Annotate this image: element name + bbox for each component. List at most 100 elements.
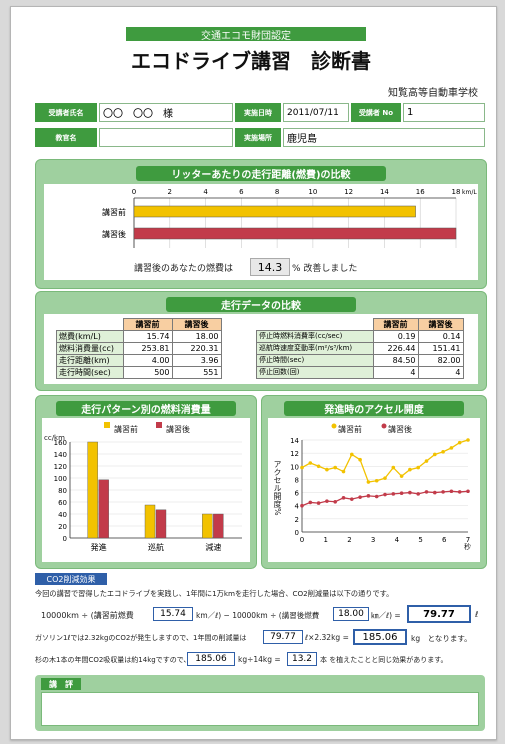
category-label: 講習後 bbox=[102, 229, 126, 239]
series-point bbox=[408, 490, 412, 495]
after-value: 3.96 bbox=[171, 354, 222, 367]
before-fuel-box: 15.74 bbox=[153, 607, 193, 621]
date-label: 実施日時 bbox=[235, 103, 281, 122]
x-tick-label: 14 bbox=[380, 188, 389, 196]
legend-swatch-after bbox=[156, 422, 162, 428]
series-point bbox=[383, 492, 387, 497]
improvement-suffix: % 改善しました bbox=[292, 264, 358, 274]
before-value: 4.00 bbox=[122, 354, 173, 367]
x-tick-label: 0 bbox=[300, 536, 304, 544]
row-label: 巡航時速度変動率(m²/s³/km) bbox=[256, 342, 374, 355]
table-corner bbox=[257, 319, 374, 331]
series-point bbox=[325, 467, 329, 472]
col-before: 講習前 bbox=[372, 318, 419, 331]
school-name: 知覧高等自動車学校 bbox=[388, 88, 478, 99]
before-value: 0.19 bbox=[372, 330, 419, 343]
series-point bbox=[350, 497, 354, 501]
series-point bbox=[333, 499, 337, 504]
before-value: 4 bbox=[372, 366, 419, 379]
x-tick-label: 8 bbox=[275, 188, 279, 196]
date-value: 2011/07/11 bbox=[283, 103, 349, 122]
fuel-pattern-chart: 0 20 40 60 80 100 120 140 160 発進 巡航 減速 bbox=[54, 422, 242, 552]
series-point bbox=[416, 492, 420, 496]
pattern-legend-before: 講習前 bbox=[114, 425, 138, 434]
row-label: 停止回数(回) bbox=[256, 366, 374, 379]
table-row: 走行時間(sec) 500 551 bbox=[56, 366, 222, 379]
trainee-value: 〇〇 〇〇 様 bbox=[99, 103, 233, 122]
place-label: 実施場所 bbox=[235, 128, 281, 147]
y-tick-label: 2 bbox=[295, 516, 299, 524]
table-row: 燃費(km/L) 15.74 18.00 bbox=[56, 330, 222, 343]
fuel-bar bbox=[133, 205, 416, 218]
table-corner bbox=[57, 319, 124, 331]
saved-liters-box-2: 79.77 bbox=[263, 630, 303, 644]
comment-section: 講 評 bbox=[35, 675, 485, 731]
co2-line4-a: 杉の木1本の年間CO2吸収量は約14kgですので、 bbox=[35, 656, 191, 664]
co2-tag-text: CO2削減効果 bbox=[46, 574, 96, 584]
x-tick-label: 0 bbox=[132, 188, 136, 196]
series-point bbox=[457, 440, 462, 445]
x-tick-label: 5 bbox=[418, 536, 422, 544]
pattern-bar bbox=[213, 513, 224, 539]
y-tick-label: 0 bbox=[63, 535, 67, 543]
series-line bbox=[301, 439, 469, 483]
y-tick-label: 60 bbox=[58, 499, 67, 507]
series-point bbox=[374, 494, 379, 499]
series-point bbox=[424, 459, 429, 463]
fuel-pattern-panel: 走行パターン別の燃料消費量 0 20 40 60 80 100 120 140 160 発進 巡航 減… bbox=[35, 395, 257, 569]
series-point bbox=[358, 457, 362, 462]
info-section: 受講者氏名 〇〇 〇〇 様 実施日時 2011/07/11 受講者 No 1 教… bbox=[35, 103, 485, 149]
table-row: 巡航時速度変動率(m²/s³/km) 226.44 151.41 bbox=[256, 342, 464, 355]
driving-table-left: 講習前 講習後 燃費(km/L) 15.74 18.00 燃料消費量(cc) 253.8… bbox=[56, 318, 222, 379]
improvement-prefix: 講習後のあなたの燃費は bbox=[134, 264, 234, 274]
row-label: 燃料消費量(cc) bbox=[56, 342, 124, 355]
series-point bbox=[308, 461, 313, 465]
x-category-label: 発進 bbox=[91, 543, 107, 552]
y-tick-label: 120 bbox=[54, 463, 67, 471]
pattern-bar bbox=[87, 441, 98, 539]
x-category-label: 巡航 bbox=[148, 542, 164, 552]
series-point bbox=[341, 496, 346, 500]
co2-line2-d: ℓ bbox=[475, 610, 479, 619]
series-point bbox=[441, 450, 445, 454]
comment-title: 講 評 bbox=[41, 678, 81, 690]
certification-banner: 交通エコモ財団認定 bbox=[126, 27, 366, 42]
pattern-bar bbox=[144, 504, 156, 539]
comment-area bbox=[41, 692, 479, 726]
accel-y-label: アクセル開度% bbox=[273, 460, 282, 516]
y-tick-label: 6 bbox=[295, 490, 300, 498]
series-point bbox=[424, 490, 429, 494]
fuel-chart-area: km/L 0 2 4 6 8 10 12 14 16 18 講習前 講習後 講習後のあなたの燃費は 14… bbox=[44, 184, 478, 280]
legend-marker-after bbox=[381, 423, 387, 429]
co2-line2-b: km／ℓ) − 10000km ÷ (講習後燃費 bbox=[196, 611, 320, 620]
y-tick-label: 40 bbox=[58, 511, 67, 519]
accel-legend-before: 講習前 bbox=[338, 425, 362, 434]
accel-panel: 発進時のアクセル開度 0 2 4 6 8 10 12 14 0 1 2 3 4 5 6 7 講習前 講習後 ア… bbox=[261, 395, 487, 569]
series-point bbox=[300, 465, 304, 470]
series-point bbox=[300, 503, 304, 508]
x-tick-label: 18 bbox=[452, 188, 461, 196]
series-point bbox=[399, 474, 404, 478]
x-tick-label: 2 bbox=[347, 536, 351, 544]
series-point bbox=[408, 467, 412, 472]
row-label: 停止時間(sec) bbox=[256, 354, 374, 367]
y-tick-label: 100 bbox=[54, 475, 67, 483]
co2-line3-c: kg となります。 bbox=[411, 634, 472, 643]
fuel-economy-panel: リッターあたりの走行距離(燃費)の比較 km/L 0 2 4 6 8 10 12 14 16 18 講… bbox=[35, 159, 487, 289]
after-value: 551 bbox=[171, 366, 222, 379]
after-value: 220.31 bbox=[171, 342, 222, 355]
x-tick-label: 16 bbox=[416, 188, 425, 196]
series-point bbox=[449, 446, 454, 450]
saved-liters-box: 79.77 bbox=[407, 605, 471, 623]
trees-box: 13.2 bbox=[287, 652, 317, 666]
instructor-label: 教官名 bbox=[35, 128, 97, 147]
series-point bbox=[383, 476, 387, 480]
instructor-value bbox=[99, 128, 233, 147]
series-point bbox=[466, 438, 470, 442]
y-tick-label: 8 bbox=[295, 476, 299, 484]
x-tick-label: 6 bbox=[239, 188, 244, 196]
driving-data-area: 講習前 講習後 燃費(km/L) 15.74 18.00 燃料消費量(cc) 253.8… bbox=[44, 314, 478, 384]
series-point bbox=[433, 490, 437, 495]
